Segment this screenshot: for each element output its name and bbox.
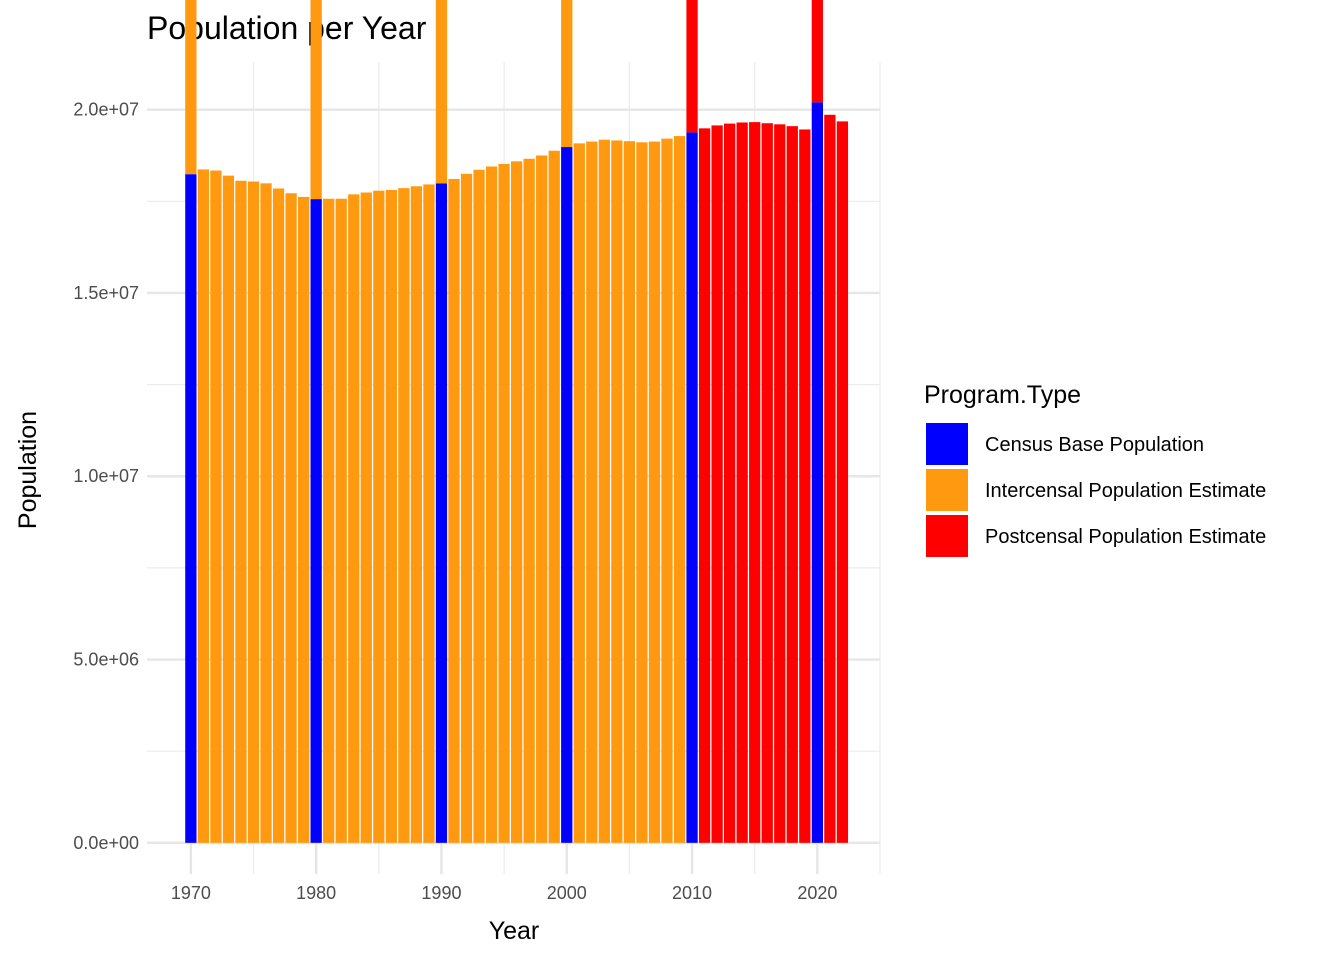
y-tick-label: 1.0e+07 (73, 466, 139, 486)
bar-intercensal-population-estimate-1998 (536, 155, 548, 843)
bars (185, 0, 849, 843)
bar-intercensal-population-estimate-2004 (611, 140, 623, 843)
bar-census-base-population-2020 (811, 102, 823, 843)
bar-intercensal-population-estimate-2008 (661, 138, 673, 843)
bar-intercensal-population-estimate-1976 (260, 183, 272, 843)
bar-intercensal-population-estimate-1997 (523, 158, 535, 843)
legend-key (926, 423, 968, 465)
bar-postcensal-population-estimate-2018 (786, 126, 798, 843)
y-axis-ticks: 0.0e+00 5.0e+06 1.0e+07 1.5e+07 2.0e+07 (73, 100, 139, 853)
bar-postcensal-population-estimate-2022 (836, 121, 849, 843)
bar-intercensal-population-estimate-1994 (485, 166, 498, 843)
y-tick-label: 1.5e+07 (73, 283, 139, 303)
bar-intercensal-population-estimate-1978 (285, 193, 297, 843)
bar-intercensal-population-estimate-1985 (373, 190, 385, 843)
bar-intercensal-population-estimate-1984 (360, 192, 372, 843)
legend: Program.Type Census Base Population Inter… (924, 381, 1266, 557)
bar-intercensal-population-estimate-1991 (448, 178, 460, 843)
legend-key (926, 515, 968, 557)
bar-census-base-population-1980 (310, 199, 322, 843)
bar-intercensal-population-estimate-2006 (636, 142, 648, 843)
bar-census-base-population-1970 (185, 174, 197, 843)
bar-intercensal-population-estimate-1979 (297, 196, 310, 843)
bar-intercensal-population-estimate-1999 (548, 150, 560, 843)
bar-postcensal-population-estimate-2010 (686, 0, 698, 133)
bar-intercensal-population-estimate-1977 (272, 188, 285, 843)
legend-label: Intercensal Population Estimate (985, 480, 1266, 502)
bar-intercensal-population-estimate-1990 (435, 0, 448, 184)
bar-intercensal-population-estimate-2005 (623, 141, 636, 843)
y-tick-label: 2.0e+07 (73, 100, 139, 120)
bar-intercensal-population-estimate-2007 (648, 141, 661, 843)
bar-intercensal-population-estimate-2001 (573, 143, 585, 843)
legend-label: Postcensal Population Estimate (985, 526, 1266, 548)
bar-intercensal-population-estimate-2002 (586, 141, 598, 843)
bar-census-base-population-1990 (435, 183, 448, 843)
x-tick-label: 1990 (421, 883, 461, 903)
x-tick-label: 2010 (672, 883, 712, 903)
bar-intercensal-population-estimate-1981 (323, 198, 335, 843)
bar-intercensal-population-estimate-1980 (310, 0, 322, 200)
bar-census-base-population-2010 (686, 132, 698, 843)
bar-intercensal-population-estimate-1987 (398, 188, 410, 843)
bar-intercensal-population-estimate-2000 (561, 0, 573, 148)
bar-postcensal-population-estimate-2014 (736, 122, 748, 843)
x-axis-title: Year (489, 917, 540, 945)
bar-intercensal-population-estimate-1970 (185, 0, 197, 175)
bar-intercensal-population-estimate-1972 (210, 170, 222, 843)
x-tick-label: 2020 (797, 883, 837, 903)
bar-intercensal-population-estimate-2003 (598, 139, 610, 843)
bar-intercensal-population-estimate-1989 (423, 184, 435, 843)
bar-intercensal-population-estimate-1988 (410, 186, 423, 843)
bar-intercensal-population-estimate-1982 (335, 198, 347, 843)
y-tick-label: 5.0e+06 (73, 650, 139, 670)
bar-intercensal-population-estimate-1975 (247, 181, 260, 843)
legend-key (926, 469, 968, 511)
y-tick-label: 0.0e+00 (73, 833, 139, 853)
bar-intercensal-population-estimate-1996 (510, 161, 523, 843)
bar-postcensal-population-estimate-2012 (711, 125, 723, 843)
bar-postcensal-population-estimate-2016 (761, 123, 773, 843)
bar-postcensal-population-estimate-2013 (724, 123, 736, 843)
bar-intercensal-population-estimate-1971 (197, 169, 210, 843)
bar-intercensal-population-estimate-1983 (348, 194, 360, 843)
legend-title: Program.Type (924, 381, 1081, 409)
bar-postcensal-population-estimate-2017 (774, 124, 786, 843)
bar-intercensal-population-estimate-2009 (673, 136, 686, 843)
bar-postcensal-population-estimate-2019 (799, 129, 811, 843)
bar-intercensal-population-estimate-1992 (460, 173, 473, 843)
x-tick-label: 2000 (547, 883, 587, 903)
x-axis-ticks: 1970 1980 1990 2000 2010 2020 (171, 883, 838, 903)
bar-census-base-population-2000 (561, 147, 573, 843)
bar-postcensal-population-estimate-2011 (698, 128, 711, 843)
bar-postcensal-population-estimate-2015 (749, 122, 761, 843)
bar-postcensal-population-estimate-2020 (811, 0, 823, 103)
bar-postcensal-population-estimate-2021 (824, 114, 836, 843)
legend-label: Census Base Population (985, 434, 1204, 456)
bar-intercensal-population-estimate-1973 (222, 175, 235, 843)
bar-intercensal-population-estimate-1974 (235, 180, 247, 843)
x-tick-label: 1980 (296, 883, 336, 903)
bar-intercensal-population-estimate-1993 (473, 169, 485, 843)
y-axis-title: Population (14, 411, 42, 529)
x-tick-label: 1970 (171, 883, 211, 903)
bar-intercensal-population-estimate-1986 (385, 189, 397, 843)
bar-intercensal-population-estimate-1995 (498, 163, 510, 843)
